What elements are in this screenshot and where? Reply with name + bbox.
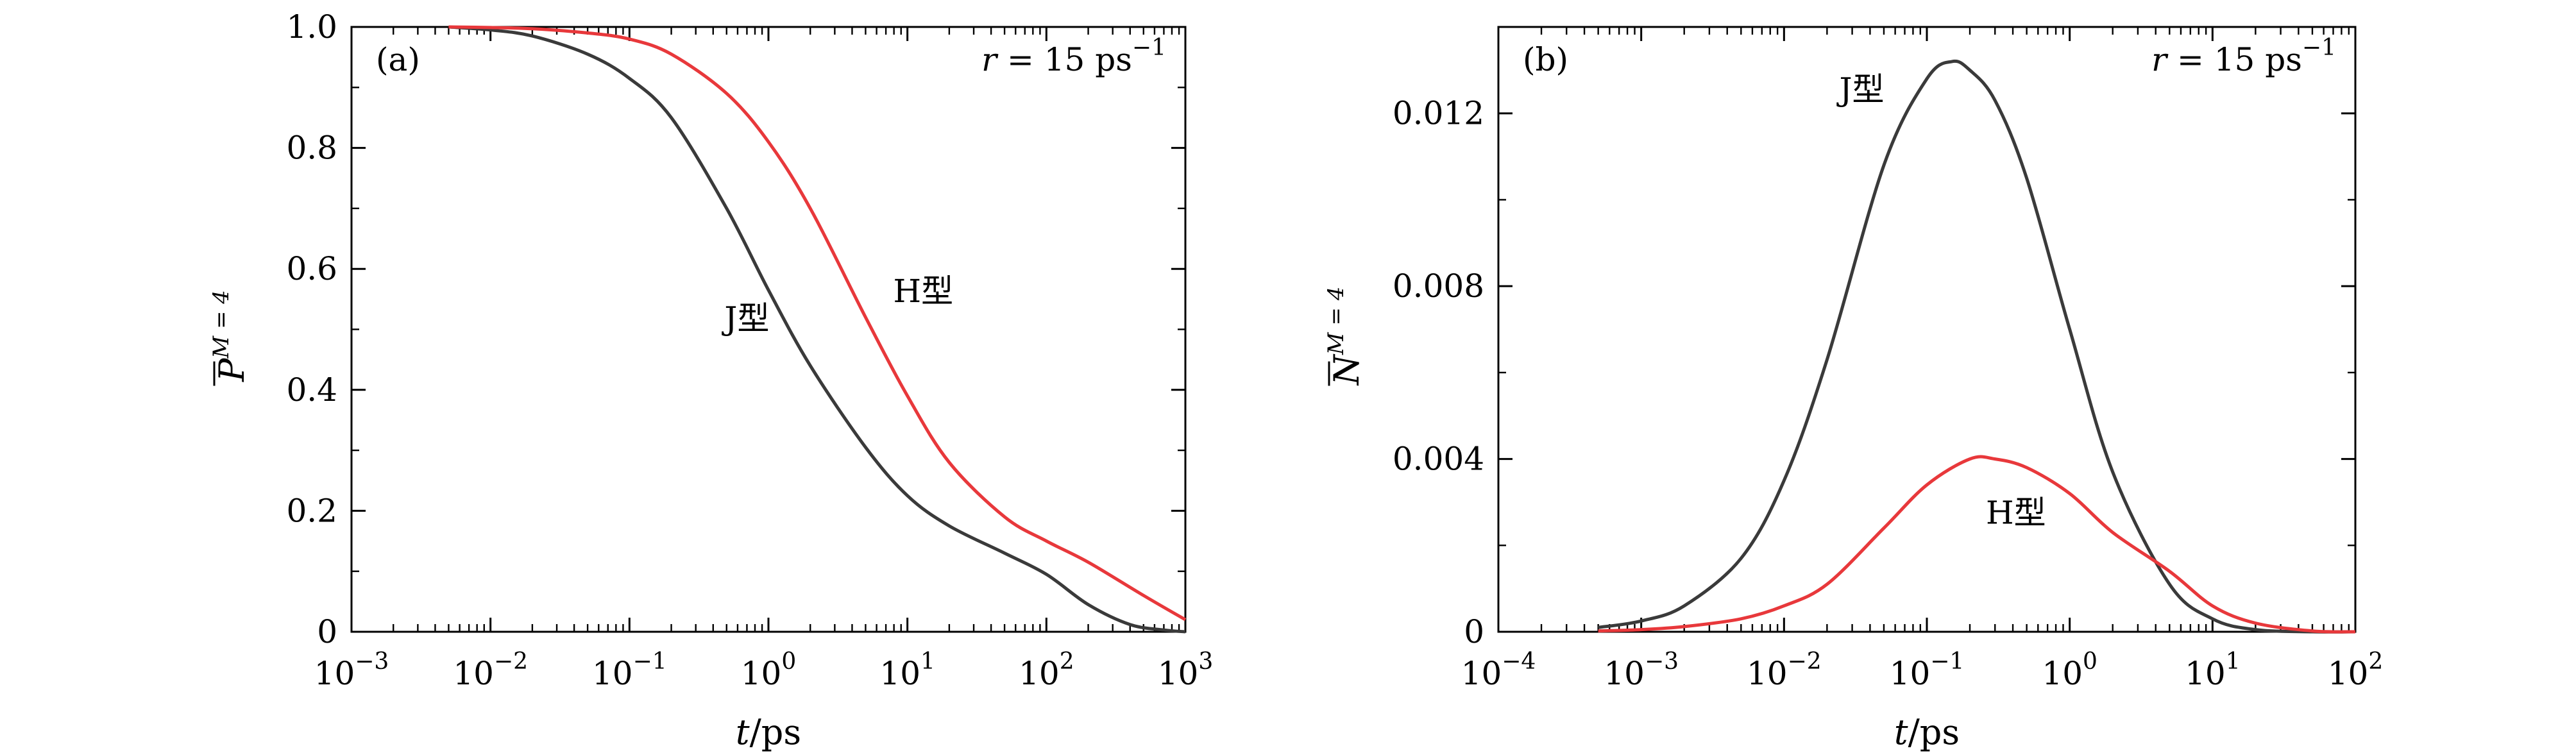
x-tick-label: 10−1 [592,648,667,692]
y-axis-label: PM = 4 [208,290,252,386]
x-tick-label: 102 [2328,648,2384,692]
series-label: H型 [894,273,954,310]
y-tick-label: 0.6 [286,250,337,287]
y-axis-label: NM = 4 [1323,287,1367,387]
x-axis-label: t/ps [1894,712,1960,752]
y-tick-label: 0.4 [286,371,337,409]
panel-tag: (b) [1523,41,1568,78]
y-tick-label: 0 [317,613,337,650]
x-tick-label: 102 [1019,648,1074,692]
rate-annotation: r = 15 ps−1 [2151,35,2336,78]
x-tick-label: 10−3 [1604,648,1679,692]
series-label: J型 [1836,71,1884,108]
panel-b-chart: 10−4 10−3 10−2 10−1 100 101 102 0 0.004 0.008 0.01… [1323,26,2384,752]
x-tick-label: 103 [1158,648,1214,692]
plot-frame [1497,26,2357,633]
y-tick-label: 0.004 [1393,441,1484,478]
series-line-H型 [1598,455,2356,634]
x-tick-label: 10−4 [1461,648,1536,692]
y-tick-label: 0.008 [1393,267,1484,305]
x-axis-label: t/ps [736,712,801,752]
series-line-H型 [448,25,1187,622]
series-line-J型 [448,25,1186,634]
y-axis-label-text: NM = 4 [1323,287,1367,387]
y-tick-label: 0.8 [286,130,337,167]
x-tick-label: 100 [2042,648,2097,692]
x-tick-label: 10−2 [453,648,528,692]
series-label: H型 [1986,495,2046,532]
series-line-J型 [1598,59,2356,634]
y-axis-label-text: PM = 4 [208,290,252,382]
y-tick-label: 1.0 [286,8,337,46]
panel-a-chart: 10−3 10−2 10−1 100 101 102 103 0 0.2 0.4 0.6 0.8 1.0… [208,8,1213,752]
y-tick-label: 0.012 [1393,95,1484,132]
y-tick-label: 0 [1464,613,1484,650]
x-tick-label: 10−3 [314,648,389,692]
x-tick-label: 10−2 [1747,648,1822,692]
y-tick-label: 0.2 [286,492,337,529]
x-tick-label: 101 [879,648,935,692]
panel-tag: (a) [376,41,420,78]
series-label: J型 [721,300,769,337]
x-tick-label: 10−1 [1890,648,1965,692]
x-tick-label: 101 [2185,648,2241,692]
rate-annotation: r = 15 ps−1 [981,35,1166,78]
x-tick-label: 100 [741,648,797,692]
